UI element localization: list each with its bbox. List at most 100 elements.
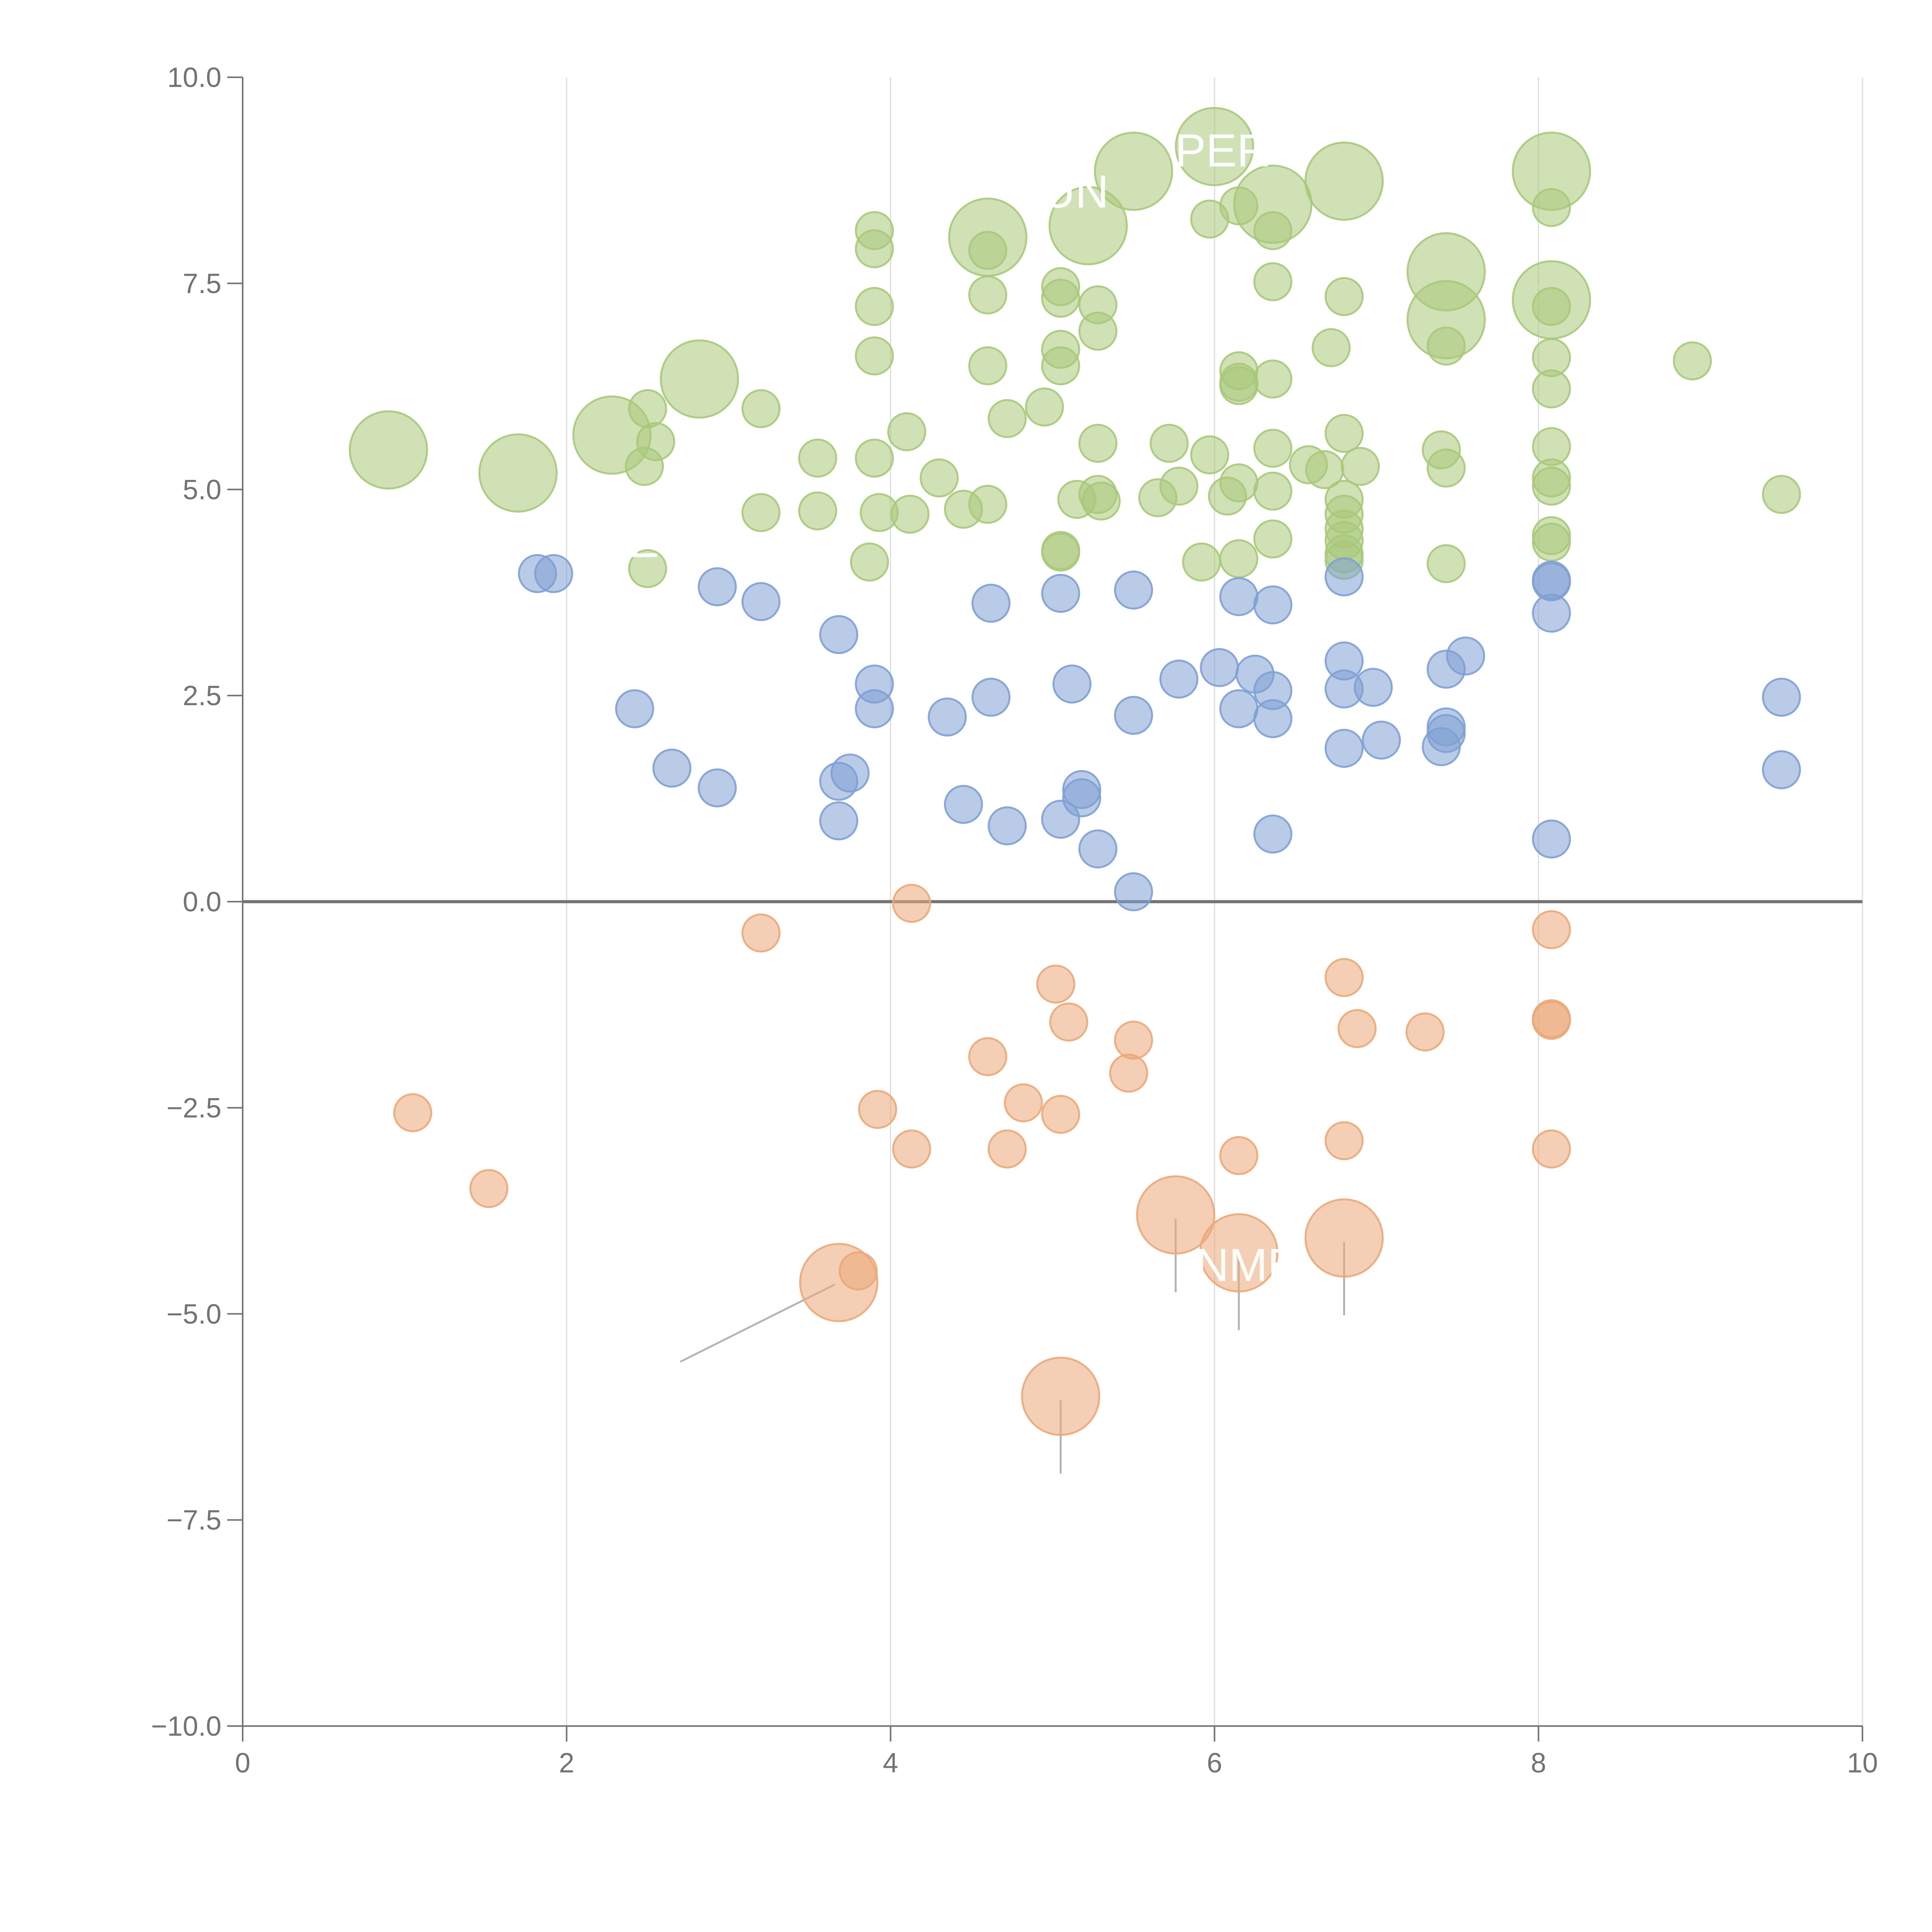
y-tick-label: 5.0 [183, 474, 221, 505]
point-label: ZI [630, 515, 672, 567]
data-point-negative [1021, 1357, 1100, 1436]
data-point-low [988, 806, 1027, 845]
data-point-negative [1325, 1121, 1364, 1160]
data-point-high [741, 389, 781, 429]
data-point-high [855, 439, 894, 478]
data-point-negative [1532, 910, 1571, 949]
data-point-high [572, 395, 652, 475]
data-point-low [1253, 585, 1293, 624]
data-point-high [1253, 429, 1293, 468]
data-point-high [1673, 341, 1712, 381]
data-point-low [1762, 677, 1801, 717]
data-points [349, 107, 1801, 1436]
data-point-high [968, 275, 1007, 315]
data-point-high [1219, 539, 1259, 578]
y-tick-label: −10.0 [151, 1711, 221, 1742]
data-point-low [1062, 778, 1101, 818]
y-tick-label: 0.0 [183, 887, 221, 918]
data-point-high [948, 197, 1027, 277]
data-point-high [850, 542, 889, 582]
data-point-high [1427, 544, 1466, 583]
data-point-high [1175, 107, 1254, 186]
data-point-high [1532, 466, 1571, 506]
data-point-high [1190, 435, 1230, 474]
data-point-negative [1199, 1213, 1279, 1293]
data-point-low [1354, 668, 1393, 707]
data-point-high [1159, 466, 1199, 506]
data-point-high [1094, 131, 1173, 211]
data-point-low [1253, 815, 1293, 854]
x-tick-label: 10 [1847, 1748, 1878, 1779]
data-point-negative [1405, 1012, 1445, 1052]
data-point-negative [858, 1090, 897, 1129]
data-point-high [1219, 362, 1259, 402]
data-point-low [819, 801, 859, 840]
data-point-negative [1036, 964, 1075, 1004]
data-point-low [1159, 659, 1199, 699]
data-point-high [1253, 471, 1293, 511]
point-label: IUN [1029, 166, 1109, 218]
data-point-low [1446, 636, 1485, 676]
data-point-high [478, 433, 558, 513]
y-tick-label: 7.5 [183, 268, 221, 299]
data-point-low [855, 689, 894, 728]
data-point-high [890, 495, 930, 534]
data-point-negative [799, 1243, 879, 1322]
data-point-low [615, 689, 654, 728]
data-point-high [1025, 387, 1064, 427]
data-point-negative [469, 1169, 509, 1208]
data-point-high [1182, 542, 1221, 582]
data-point-high [1041, 279, 1080, 318]
y-tick-label: −5.0 [167, 1299, 221, 1330]
data-point-high [1150, 423, 1189, 463]
data-point-low [652, 748, 692, 788]
data-point-low [1114, 696, 1153, 735]
data-point-low [534, 554, 573, 593]
data-point-low [697, 567, 737, 607]
data-point-high [1325, 277, 1364, 316]
data-point-high [1078, 475, 1117, 514]
data-point-high [1041, 346, 1080, 386]
data-point-negative [988, 1129, 1027, 1169]
data-point-high [798, 491, 837, 531]
data-point-high [920, 458, 959, 498]
data-point-low [830, 753, 870, 793]
data-point-low [741, 582, 781, 621]
data-point-high [968, 346, 1007, 386]
data-point-low [1532, 819, 1571, 859]
data-point-high [855, 287, 894, 326]
data-point-high [1512, 260, 1591, 340]
data-point-low [971, 677, 1011, 717]
point-label: PER [1175, 124, 1270, 176]
data-point-high [1078, 423, 1117, 463]
data-point-low [1041, 574, 1080, 613]
data-point-negative [892, 1129, 931, 1169]
data-point-high [1078, 311, 1117, 351]
data-point-low [1532, 594, 1571, 633]
data-point-low [1219, 689, 1259, 728]
x-tick-label: 8 [1531, 1748, 1546, 1779]
data-point-high [1762, 475, 1801, 514]
data-point-high [1304, 141, 1384, 221]
data-point-negative [1109, 1053, 1148, 1093]
data-point-high [1253, 262, 1293, 301]
data-point-negative [892, 884, 931, 923]
data-point-low [928, 697, 967, 737]
data-point-negative [1325, 958, 1364, 997]
data-point-low [1325, 557, 1364, 597]
data-point-high [1512, 131, 1591, 211]
data-point-high [1532, 369, 1571, 408]
data-point-high [1041, 531, 1080, 570]
data-point-low [1219, 577, 1259, 616]
data-point-high [349, 410, 428, 490]
data-point-low [1200, 648, 1239, 687]
data-point-negative [1337, 1009, 1377, 1048]
data-point-high [1219, 463, 1259, 503]
data-point-low [697, 768, 737, 808]
data-point-high [660, 339, 739, 419]
x-tick-label: 0 [235, 1748, 250, 1779]
data-point-negative [968, 1037, 1007, 1077]
data-point-high [1406, 280, 1486, 359]
data-point-low [1362, 720, 1401, 760]
